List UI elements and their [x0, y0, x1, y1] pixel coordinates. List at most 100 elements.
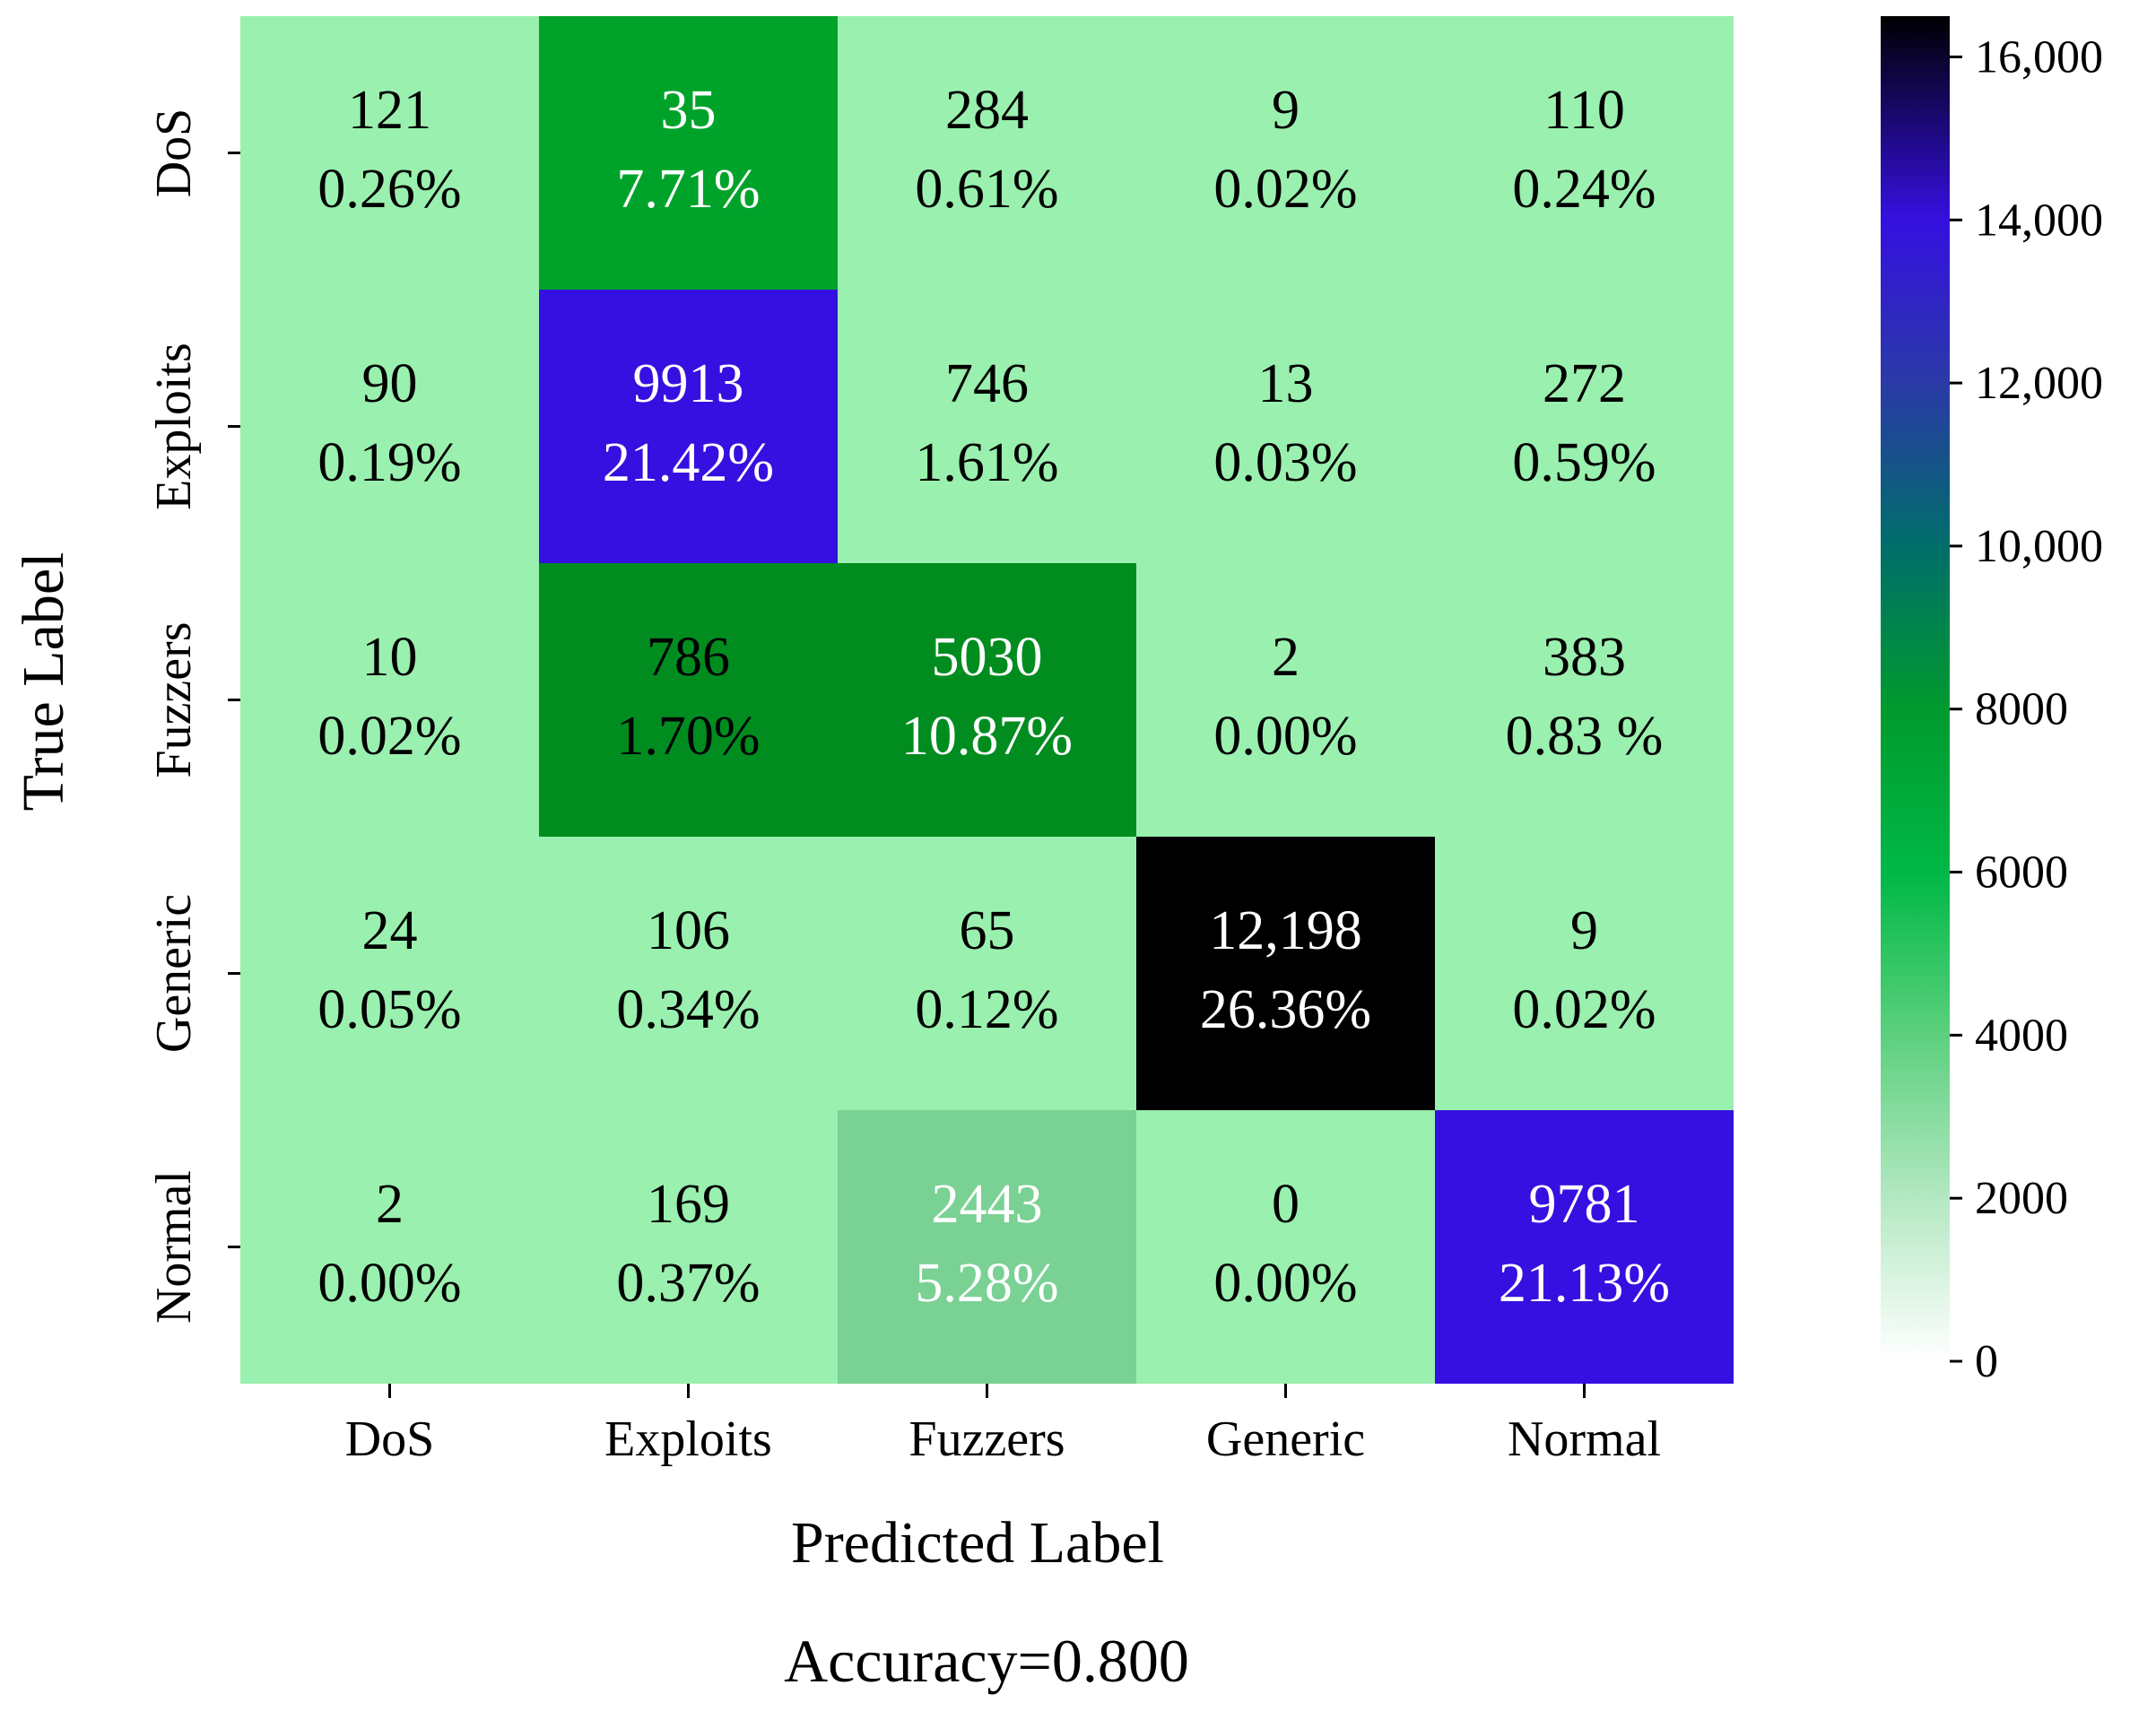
cell-percent-label: 0.83 % — [1506, 706, 1664, 767]
heatmap-cell-rect — [240, 837, 539, 1110]
heatmap-cell-rect — [838, 290, 1136, 563]
cell-percent-label: 0.02% — [1512, 979, 1656, 1040]
cell-percent-label: 5.28% — [915, 1253, 1058, 1314]
heatmap-cell: 2 0.00% — [240, 1110, 539, 1384]
heatmap-cell: 121 0.26% — [240, 16, 539, 290]
heatmap-cell: 10 0.02% — [240, 563, 539, 837]
cell-percent-label: 0.00% — [317, 1253, 461, 1314]
heatmap-cell-rect — [539, 563, 838, 837]
cell-count-label: 110 — [1543, 80, 1625, 141]
cell-percent-label: 7.71% — [616, 159, 760, 220]
heatmap-cell: 9913 21.42% — [539, 290, 838, 563]
x-tick-label: Normal — [1508, 1411, 1661, 1467]
colorbar-tick-label: 6000 — [1975, 847, 2068, 899]
cell-percent-label: 0.24% — [1512, 159, 1656, 220]
heatmap-cell: 24 0.05% — [240, 837, 539, 1110]
heatmap-cell-rect — [838, 16, 1136, 290]
cell-count-label: 746 — [945, 353, 1029, 414]
heatmap-cell-rect — [1136, 1110, 1435, 1384]
cell-percent-label: 10.87% — [901, 706, 1073, 767]
colorbar-tick-label: 14,000 — [1975, 195, 2103, 246]
cell-percent-label: 26.36% — [1200, 979, 1371, 1040]
cell-count-label: 12,198 — [1209, 900, 1362, 961]
heatmap-cell-rect — [1136, 16, 1435, 290]
cell-count-label: 90 — [362, 353, 418, 414]
heatmap-cell-rect — [240, 290, 539, 563]
cell-percent-label: 21.42% — [603, 432, 774, 493]
heatmap-cell: 9 0.02% — [1136, 16, 1435, 290]
cell-percent-label: 0.19% — [317, 432, 461, 493]
heatmap-cell: 746 1.61% — [838, 290, 1136, 563]
heatmap-cell-rect — [539, 1110, 838, 1384]
cell-count-label: 13 — [1258, 353, 1314, 414]
cell-percent-label: 21.13% — [1499, 1253, 1670, 1314]
heatmap-cell-rect — [240, 563, 539, 837]
x-tick-label: Generic — [1206, 1411, 1365, 1467]
cell-percent-label: 0.34% — [616, 979, 760, 1040]
heatmap-grid: 1210.26%357.71%2840.61%90.02%1100.24%900… — [240, 16, 1734, 1384]
heatmap-cell-rect — [1435, 837, 1734, 1110]
cell-count-label: 2 — [376, 1174, 404, 1235]
cell-count-label: 169 — [647, 1174, 730, 1235]
heatmap-cell: 106 0.34% — [539, 837, 838, 1110]
y-tick-label: Exploits — [146, 343, 202, 510]
x-tick-label: Exploits — [604, 1411, 772, 1467]
cell-count-label: 9 — [1570, 900, 1598, 961]
colorbar-tick-label: 8000 — [1975, 684, 2068, 735]
heatmap-cell-rect — [240, 1110, 539, 1384]
cell-count-label: 9781 — [1529, 1174, 1640, 1235]
x-axis-label: Predicted Label — [791, 1510, 1164, 1576]
heatmap-cell: 272 0.59% — [1435, 290, 1734, 563]
x-axis-ticks: DoS Exploits Fuzzers Generic Normal — [345, 1384, 1661, 1467]
cell-count-label: 0 — [1272, 1174, 1300, 1235]
heatmap-cell-rect — [1435, 1110, 1734, 1384]
y-tick-label: Fuzzers — [146, 621, 202, 777]
colorbar-tick-label: 0 — [1975, 1336, 1998, 1387]
heatmap-cell-rect — [1136, 563, 1435, 837]
heatmap-cell: 2 0.00% — [1136, 563, 1435, 837]
heatmap-cell: 2443 5.28% — [838, 1110, 1136, 1384]
colorbar-tick-label: 4000 — [1975, 1010, 2068, 1061]
heatmap-cell-rect — [539, 290, 838, 563]
cell-percent-label: 0.03% — [1213, 432, 1357, 493]
heatmap-cell-rect — [1435, 290, 1734, 563]
heatmap-cell: 0 0.00% — [1136, 1110, 1435, 1384]
cell-count-label: 284 — [945, 80, 1029, 141]
y-tick-label: Generic — [146, 894, 202, 1053]
y-tick-label: Normal — [146, 1170, 202, 1324]
heatmap-cell: 13 0.03% — [1136, 290, 1435, 563]
heatmap-cell-rect — [1136, 837, 1435, 1110]
x-tick-label: DoS — [345, 1411, 435, 1467]
heatmap-cell-rect — [838, 563, 1136, 837]
heatmap-cell: 12,198 26.36% — [1136, 837, 1435, 1110]
cell-count-label: 786 — [647, 627, 730, 688]
cell-percent-label: 0.00% — [1213, 706, 1357, 767]
cell-percent-label: 0.02% — [1213, 159, 1357, 220]
heatmap-cell-rect — [539, 16, 838, 290]
x-tick-label: Fuzzers — [908, 1411, 1065, 1467]
cell-percent-label: 0.26% — [317, 159, 461, 220]
y-tick-label: DoS — [146, 109, 202, 198]
cell-count-label: 35 — [661, 80, 717, 141]
cell-count-label: 383 — [1543, 627, 1626, 688]
cell-count-label: 272 — [1543, 353, 1626, 414]
cell-count-label: 106 — [647, 900, 730, 961]
colorbar-tick-label: 2000 — [1975, 1173, 2068, 1224]
cell-count-label: 10 — [362, 627, 418, 688]
colorbar-tick-label: 12,000 — [1975, 358, 2103, 409]
cell-percent-label: 1.61% — [915, 432, 1058, 493]
heatmap-cell: 383 0.83 % — [1435, 563, 1734, 837]
heatmap-cell: 9 0.02% — [1435, 837, 1734, 1110]
heatmap-cell: 65 0.12% — [838, 837, 1136, 1110]
heatmap-cell-rect — [838, 837, 1136, 1110]
cell-percent-label: 0.12% — [915, 979, 1058, 1040]
cell-count-label: 2 — [1272, 627, 1300, 688]
accuracy-footer: Accuracy=0.800 — [784, 1627, 1189, 1695]
cell-count-label: 2443 — [932, 1174, 1043, 1235]
cell-count-label: 5030 — [932, 627, 1043, 688]
cell-percent-label: 0.61% — [915, 159, 1058, 220]
cell-count-label: 9 — [1272, 80, 1300, 141]
colorbar-tick-label: 16,000 — [1975, 31, 2103, 83]
cell-percent-label: 0.37% — [616, 1253, 760, 1314]
colorbar-tick-label: 10,000 — [1975, 521, 2103, 572]
